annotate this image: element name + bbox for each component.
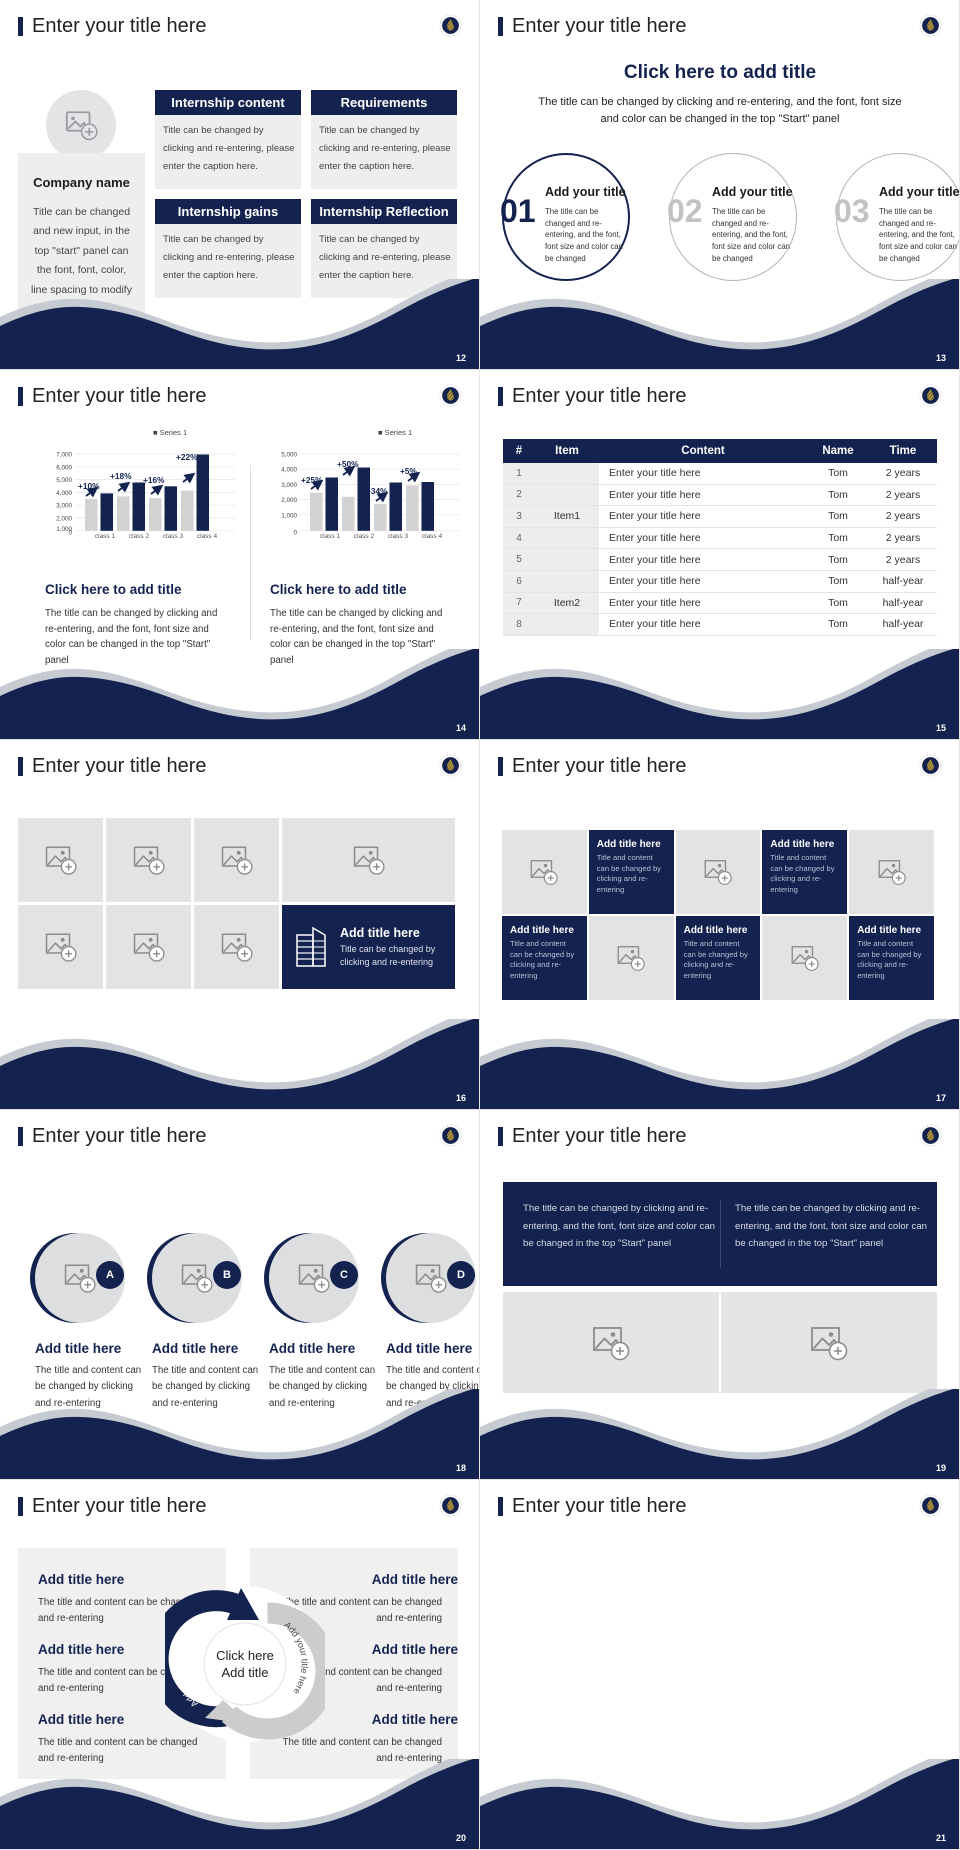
svg-text:+16%: +16% <box>143 475 165 485</box>
svg-text:4,000: 4,000 <box>56 490 72 497</box>
svg-text:+18%: +18% <box>110 471 132 481</box>
svg-text:+50%: +50% <box>337 459 359 469</box>
svg-text:class 2: class 2 <box>129 533 150 540</box>
svg-text:class 1: class 1 <box>95 533 116 540</box>
svg-text:class 4: class 4 <box>197 533 218 540</box>
svg-text:+10%: +10% <box>78 481 100 491</box>
svg-text:2,000: 2,000 <box>281 497 297 504</box>
svg-text:4,000: 4,000 <box>281 467 297 474</box>
svg-text:Click here: Click here <box>216 1648 274 1663</box>
svg-text:6,000: 6,000 <box>56 464 72 471</box>
svg-text:class 2: class 2 <box>354 533 375 540</box>
svg-text:+22%: +22% <box>176 452 198 462</box>
svg-text:2,000: 2,000 <box>56 516 72 523</box>
svg-text:class 4: class 4 <box>422 533 443 540</box>
svg-text:class 1: class 1 <box>320 533 341 540</box>
svg-text:0: 0 <box>293 530 297 537</box>
svg-text:1,000: 1,000 <box>281 512 297 519</box>
svg-text:0: 0 <box>68 530 72 537</box>
svg-text:5,000: 5,000 <box>56 477 72 484</box>
svg-text:+5%: +5% <box>400 466 417 476</box>
svg-text:7,000: 7,000 <box>56 452 72 459</box>
svg-text:Add title: Add title <box>222 1665 269 1680</box>
svg-text:class 3: class 3 <box>388 533 409 540</box>
svg-text:3,000: 3,000 <box>281 482 297 489</box>
svg-text:class 3: class 3 <box>163 533 184 540</box>
svg-text:3,000: 3,000 <box>56 503 72 510</box>
svg-text:+34%: +34% <box>366 486 388 496</box>
svg-text:+25%: +25% <box>301 475 323 485</box>
svg-text:5,000: 5,000 <box>281 452 297 459</box>
